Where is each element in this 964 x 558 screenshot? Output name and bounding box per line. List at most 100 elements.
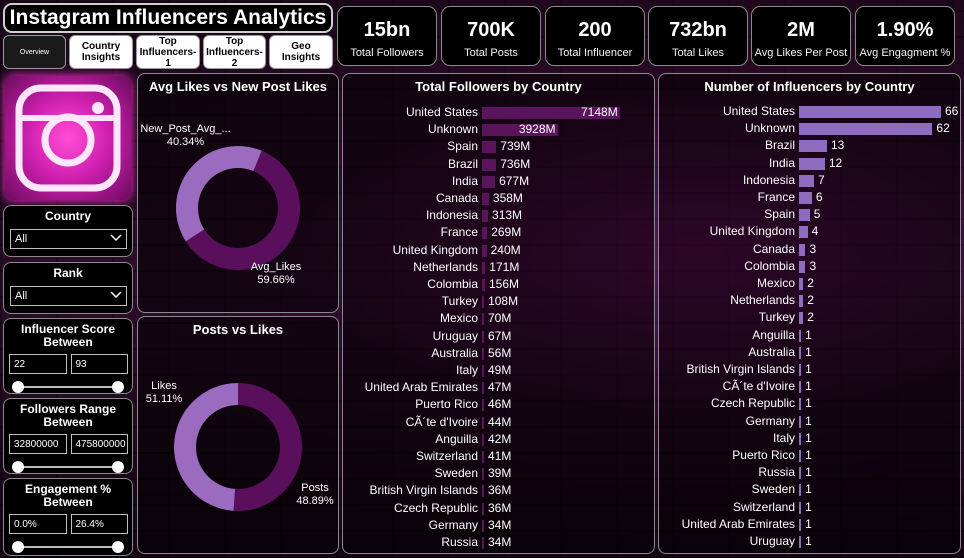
- donut-slice-1[interactable]: [176, 146, 262, 242]
- bar-row[interactable]: France 269M: [343, 225, 656, 240]
- slider-max-handle[interactable]: [112, 381, 124, 393]
- bar-row[interactable]: Brazil 736M: [343, 157, 656, 172]
- donut-slice-2[interactable]: [185, 150, 300, 270]
- bar[interactable]: [799, 140, 827, 153]
- country-dropdown[interactable]: All: [10, 229, 127, 249]
- bar-row[interactable]: Spain 739M: [343, 139, 656, 154]
- bar-row[interactable]: Mexico 70M: [343, 311, 656, 326]
- bar-row[interactable]: Sweden 39M: [343, 466, 656, 481]
- bar-row[interactable]: Germany 34M: [343, 518, 656, 533]
- bar-row[interactable]: Switzerland 1: [659, 500, 962, 515]
- nav-country-insights-button[interactable]: Country Insights: [69, 35, 133, 69]
- bar[interactable]: [799, 398, 802, 411]
- slider-min-handle[interactable]: [12, 541, 24, 553]
- bar-row[interactable]: Netherlands 171M: [343, 260, 656, 275]
- bar-row[interactable]: Germany 1: [659, 414, 962, 429]
- bar-row[interactable]: Brazil 13: [659, 138, 962, 153]
- bar[interactable]: [482, 433, 484, 446]
- bar-row[interactable]: India 677M: [343, 174, 656, 189]
- bar[interactable]: [482, 519, 484, 532]
- bar-row[interactable]: Anguilla 1: [659, 328, 962, 343]
- bar-row[interactable]: Australia 56M: [343, 346, 656, 361]
- nav-overview-button[interactable]: Overview: [3, 35, 66, 69]
- bar[interactable]: [482, 279, 485, 291]
- bar[interactable]: [799, 518, 802, 531]
- bar[interactable]: [482, 227, 488, 240]
- bar[interactable]: [482, 382, 484, 395]
- bar-row[interactable]: Czech Republic 1: [659, 396, 962, 411]
- donut-slice-2[interactable]: [173, 383, 238, 511]
- bar[interactable]: [482, 399, 484, 412]
- bar[interactable]: [482, 210, 489, 223]
- bar-row[interactable]: Puerto Rico 46M: [343, 397, 656, 412]
- bar-row[interactable]: Italy 1: [659, 431, 962, 446]
- bar[interactable]: [799, 106, 941, 118]
- bar[interactable]: [482, 158, 497, 171]
- bar-row[interactable]: Colombia 156M: [343, 277, 656, 292]
- bar[interactable]: [799, 381, 802, 394]
- bar[interactable]: [482, 451, 484, 463]
- bar-row[interactable]: Turkey 108M: [343, 294, 656, 309]
- rank-dropdown[interactable]: All: [10, 286, 127, 306]
- bar[interactable]: [482, 296, 485, 309]
- bar-row[interactable]: United Kingdom 240M: [343, 243, 656, 258]
- bar[interactable]: [482, 124, 558, 137]
- slider-max-handle[interactable]: [112, 541, 124, 553]
- bar[interactable]: [482, 193, 489, 205]
- followers-range-min-input[interactable]: 32800000: [9, 434, 67, 454]
- bar-row[interactable]: Canada 358M: [343, 191, 656, 206]
- bar[interactable]: [799, 226, 808, 239]
- bar[interactable]: [482, 141, 497, 154]
- bar-row[interactable]: British Virgin Islands 36M: [343, 483, 656, 498]
- bar[interactable]: [482, 244, 487, 257]
- slider-min-handle[interactable]: [12, 461, 24, 473]
- bar-row[interactable]: Indonesia 313M: [343, 208, 656, 223]
- bar[interactable]: [799, 278, 804, 290]
- slider-max-handle[interactable]: [112, 461, 124, 473]
- bar[interactable]: [799, 346, 802, 359]
- bar[interactable]: [799, 450, 802, 462]
- bar[interactable]: [799, 192, 812, 204]
- bar-row[interactable]: Italy 49M: [343, 363, 656, 378]
- bar[interactable]: [799, 174, 815, 187]
- bar-row[interactable]: Sweden 1: [659, 482, 962, 497]
- bar-row[interactable]: Unknown 62: [659, 121, 962, 136]
- bar[interactable]: [799, 123, 933, 136]
- bar[interactable]: [799, 312, 804, 325]
- bar-row[interactable]: India 12: [659, 156, 962, 171]
- bar[interactable]: [482, 261, 486, 274]
- bar[interactable]: [482, 416, 484, 429]
- bar-row[interactable]: Australia 1: [659, 345, 962, 360]
- bar[interactable]: [799, 209, 810, 222]
- bar[interactable]: [799, 467, 802, 480]
- bar[interactable]: [482, 365, 484, 377]
- bar-row[interactable]: Colombia 3: [659, 259, 962, 274]
- engagement-min-input[interactable]: 0.0%: [9, 514, 67, 534]
- bar-row[interactable]: United Arab Emirates 1: [659, 517, 962, 532]
- bar-row[interactable]: Canada 3: [659, 242, 962, 257]
- bar-row[interactable]: Netherlands 2: [659, 293, 962, 308]
- influencer-score-max-input[interactable]: 93: [70, 354, 128, 374]
- bar[interactable]: [799, 415, 802, 428]
- bar[interactable]: [799, 157, 825, 170]
- followers-range-max-input[interactable]: 475800000: [70, 434, 128, 454]
- bar-row[interactable]: United Kingdom 4: [659, 224, 962, 239]
- bar[interactable]: [799, 295, 804, 308]
- bar[interactable]: [799, 484, 802, 497]
- bar-row[interactable]: Russia 34M: [343, 535, 656, 550]
- donut-slice-1[interactable]: [233, 383, 302, 511]
- bar[interactable]: [799, 501, 802, 514]
- bar[interactable]: [799, 364, 802, 376]
- bar-row[interactable]: Russia 1: [659, 465, 962, 480]
- bar[interactable]: [482, 347, 484, 360]
- bar[interactable]: [799, 536, 802, 548]
- bar[interactable]: [799, 432, 802, 445]
- engagement-max-input[interactable]: 26.4%: [70, 514, 128, 534]
- influencer-score-min-input[interactable]: 22: [9, 354, 67, 374]
- bar-row[interactable]: Indonesia 7: [659, 173, 962, 188]
- bar-row[interactable]: Uruguay 1: [659, 534, 962, 549]
- bar-row[interactable]: Puerto Rico 1: [659, 448, 962, 463]
- bar-row[interactable]: United Arab Emirates 47M: [343, 380, 656, 395]
- nav-geo-insights-button[interactable]: Geo Insights: [269, 35, 333, 69]
- bar[interactable]: [482, 537, 484, 549]
